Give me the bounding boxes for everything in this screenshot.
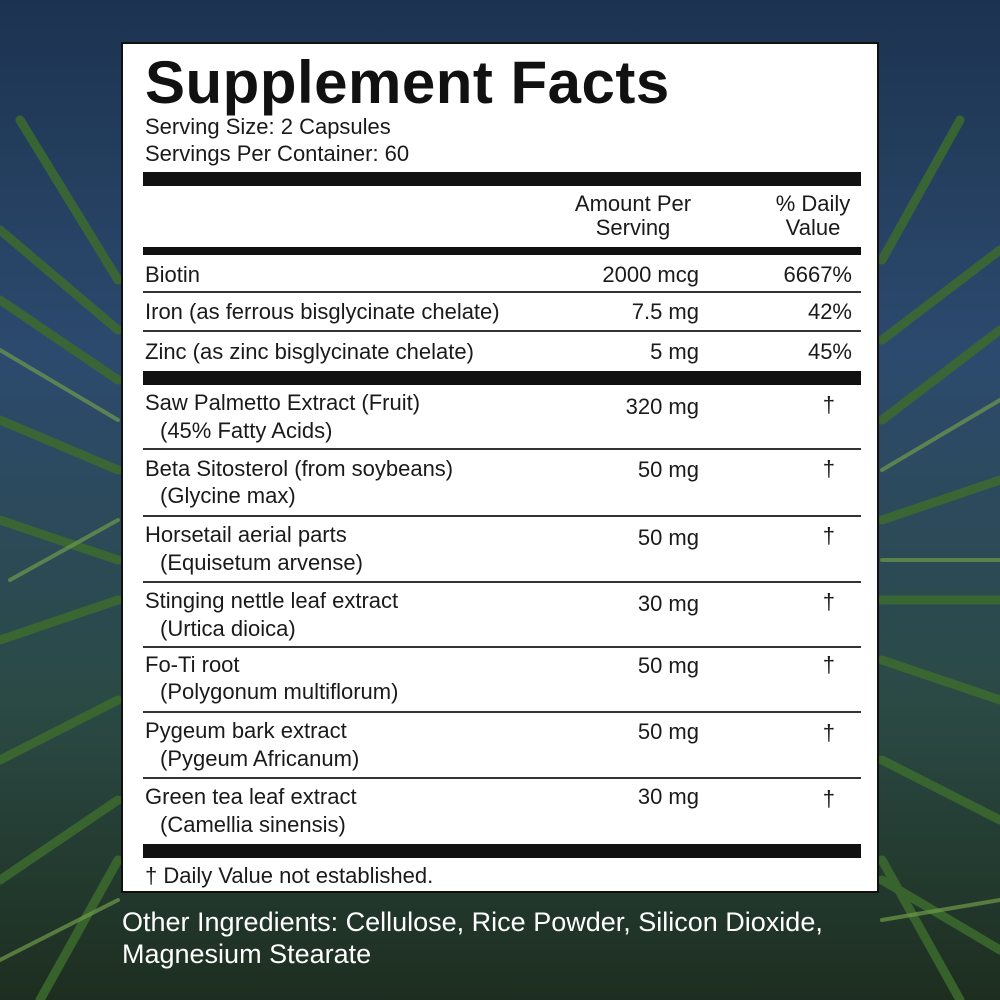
row-divider [143, 330, 861, 332]
herbal-amount: 50 mg [637, 525, 699, 550]
vitamin-name: Iron (as ferrous bisglycinate chelate) [145, 299, 500, 324]
row-divider [143, 711, 861, 713]
herbal-amount: 30 mg [637, 784, 699, 809]
herbal-dv: † [822, 786, 835, 811]
herbal-name: Beta Sitosterol (from soybeans) [145, 456, 454, 481]
herbal-amount: 50 mg [637, 719, 699, 744]
vitamin-dv: 6667% [783, 262, 852, 287]
herbal-name: Pygeum bark extract [145, 718, 347, 743]
herbal-name: Saw Palmetto Extract (Fruit) [145, 390, 421, 415]
row-divider [143, 515, 861, 517]
herbal-dv: † [822, 392, 835, 417]
panel-title: Supplement Facts [145, 49, 670, 116]
vitamin-name: Biotin [145, 262, 201, 287]
herbal-latin-name: (Glycine max) [160, 483, 296, 508]
divider-header [143, 247, 861, 255]
row-divider [143, 448, 861, 450]
herbal-dv: † [822, 589, 835, 614]
col-header-dv: % Daily Value [775, 191, 851, 240]
divider-thick [143, 371, 861, 385]
footnote: † Daily Value not established. [145, 863, 434, 888]
vitamin-amount: 2000 mcg [602, 262, 699, 287]
herbal-name: Horsetail aerial parts [145, 522, 347, 547]
herbal-dv: † [822, 652, 835, 677]
herbal-amount: 320 mg [625, 394, 699, 419]
herbal-latin-name: (Urtica dioica) [160, 616, 296, 641]
col-header-amount: Amount Per Serving [574, 191, 692, 240]
herbal-latin-name: (45% Fatty Acids) [160, 418, 333, 443]
herbal-latin-name: (Equisetum arvense) [160, 550, 363, 575]
herbal-amount: 50 mg [637, 653, 699, 678]
vitamin-amount: 5 mg [650, 339, 699, 364]
herbal-amount: 30 mg [637, 591, 699, 616]
divider-thick [143, 844, 861, 858]
herbal-name: Green tea leaf extract [145, 784, 357, 809]
other-ingredients: Other Ingredients: Cellulose, Rice Powde… [122, 907, 823, 969]
row-divider [143, 581, 861, 583]
servings-per-container: Servings Per Container: 60 [145, 141, 410, 166]
row-divider [143, 777, 861, 779]
vitamin-amount: 7.5 mg [631, 299, 699, 324]
serving-size: Serving Size: 2 Capsules [145, 114, 391, 139]
herbal-amount: 50 mg [637, 457, 699, 482]
row-divider [143, 646, 861, 648]
herbal-dv: † [822, 456, 835, 481]
herbal-dv: † [822, 720, 835, 745]
vitamin-name: Zinc (as zinc bisglycinate chelate) [145, 339, 474, 364]
divider-thick [143, 172, 861, 186]
row-divider [143, 291, 861, 293]
supplement-facts-panel: Supplement Facts Serving Size: 2 Capsule… [121, 42, 879, 893]
herbal-latin-name: (Camellia sinensis) [160, 812, 346, 837]
herbal-dv: † [822, 523, 835, 548]
herbal-name: Stinging nettle leaf extract [145, 588, 399, 613]
vitamin-dv: 45% [807, 339, 852, 364]
herbal-latin-name: (Polygonum multiflorum) [160, 679, 399, 704]
herbal-name: Fo-Ti root [145, 652, 240, 677]
herbal-latin-name: (Pygeum Africanum) [160, 746, 360, 771]
vitamin-dv: 42% [807, 299, 852, 324]
